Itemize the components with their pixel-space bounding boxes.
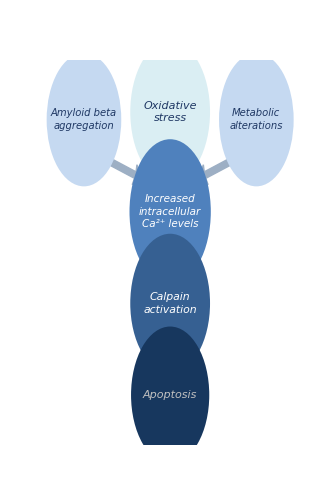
FancyArrow shape [106,157,142,184]
FancyArrow shape [163,348,177,360]
Text: Metabolic
alterations: Metabolic alterations [230,108,283,131]
Ellipse shape [129,139,211,284]
Ellipse shape [130,234,210,373]
Text: Oxidative
stress: Oxidative stress [143,100,197,124]
Ellipse shape [131,326,209,464]
Text: Calpain
activation: Calpain activation [143,292,197,314]
FancyArrow shape [163,160,177,178]
Text: Amyloid beta
aggregation: Amyloid beta aggregation [51,108,117,131]
Ellipse shape [46,53,121,186]
Ellipse shape [219,53,294,186]
FancyArrow shape [163,258,177,270]
Ellipse shape [130,41,210,182]
Text: Increased
intracellular
Ca²⁺ levels: Increased intracellular Ca²⁺ levels [139,194,201,230]
FancyArrow shape [199,157,234,184]
Text: Apoptosis: Apoptosis [143,390,197,400]
